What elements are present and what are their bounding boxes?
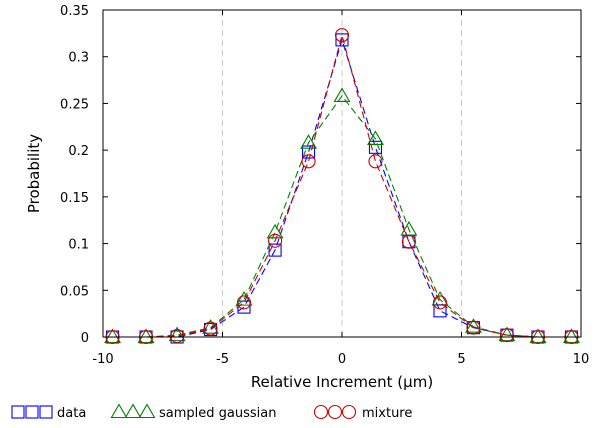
y-tick-label: 0 — [81, 331, 89, 346]
y-tick-label: 0.3 — [68, 51, 89, 66]
data-point — [137, 328, 155, 344]
data-point — [202, 319, 220, 334]
x-tick-label: -5 — [216, 352, 229, 367]
data-point — [368, 140, 383, 154]
legend-marker — [110, 403, 128, 419]
data-point — [168, 326, 186, 342]
data-point — [401, 234, 416, 249]
data-point — [334, 28, 350, 43]
data-point — [266, 223, 284, 239]
legend-marker — [327, 404, 343, 420]
data-point — [464, 318, 482, 333]
data-point — [433, 304, 447, 318]
data-point — [104, 328, 122, 344]
x-tick-layer: -10 -5 0 5 10 — [92, 10, 589, 367]
x-tick-label: 10 — [573, 352, 590, 367]
legend-marker — [124, 403, 142, 419]
y-tick-label: 0.15 — [60, 191, 89, 206]
legend-item: data — [11, 405, 86, 421]
y-tick-label: 0.25 — [60, 97, 89, 112]
y-tick-label: 0.05 — [60, 284, 89, 299]
grid-layer — [222, 10, 462, 337]
y-tick-label: 0.35 — [60, 4, 89, 19]
series-line — [112, 95, 572, 338]
data-point — [431, 291, 449, 306]
legend-marker — [11, 405, 25, 419]
data-point — [562, 328, 580, 344]
legend-marker — [313, 404, 329, 420]
data-point — [170, 329, 185, 344]
x-tick-label: -10 — [92, 352, 113, 367]
legend-item: mixture — [313, 404, 412, 421]
legend-label: mixture — [362, 406, 412, 421]
legend: data sampled gaussian mixture — [11, 403, 412, 421]
legend-marker — [341, 404, 357, 420]
legend-marker — [39, 405, 53, 419]
data-point — [367, 130, 384, 145]
data-point — [301, 154, 316, 169]
data-point — [335, 33, 349, 47]
legend-label: sampled gaussian — [159, 406, 276, 421]
data-point — [529, 328, 547, 344]
data-point — [466, 320, 481, 335]
x-axis-label: Relative Increment (μm) — [251, 373, 433, 391]
legend-marker — [25, 405, 39, 419]
legend-label: data — [57, 406, 86, 421]
x-tick-label: 5 — [457, 352, 465, 367]
legend-marker — [138, 403, 156, 419]
y-tick-label: 0.1 — [68, 238, 89, 253]
y-axis-label: Probability — [25, 134, 43, 213]
data-point — [236, 295, 252, 310]
data-point — [300, 134, 317, 149]
x-tick-label: 0 — [338, 352, 346, 367]
data-point — [368, 154, 383, 169]
data-point — [333, 87, 351, 103]
data-point — [268, 243, 282, 257]
data-point — [268, 233, 283, 248]
data-point — [301, 145, 316, 159]
y-tick-layer: 0 0.05 0.1 0.15 0.2 0.25 0.3 0.35 — [60, 4, 581, 346]
data-point — [432, 295, 448, 310]
y-tick-label: 0.2 — [68, 144, 89, 159]
data-point — [499, 328, 514, 343]
data-point — [235, 291, 253, 306]
data-point — [203, 321, 218, 336]
legend-item: sampled gaussian — [110, 403, 276, 421]
